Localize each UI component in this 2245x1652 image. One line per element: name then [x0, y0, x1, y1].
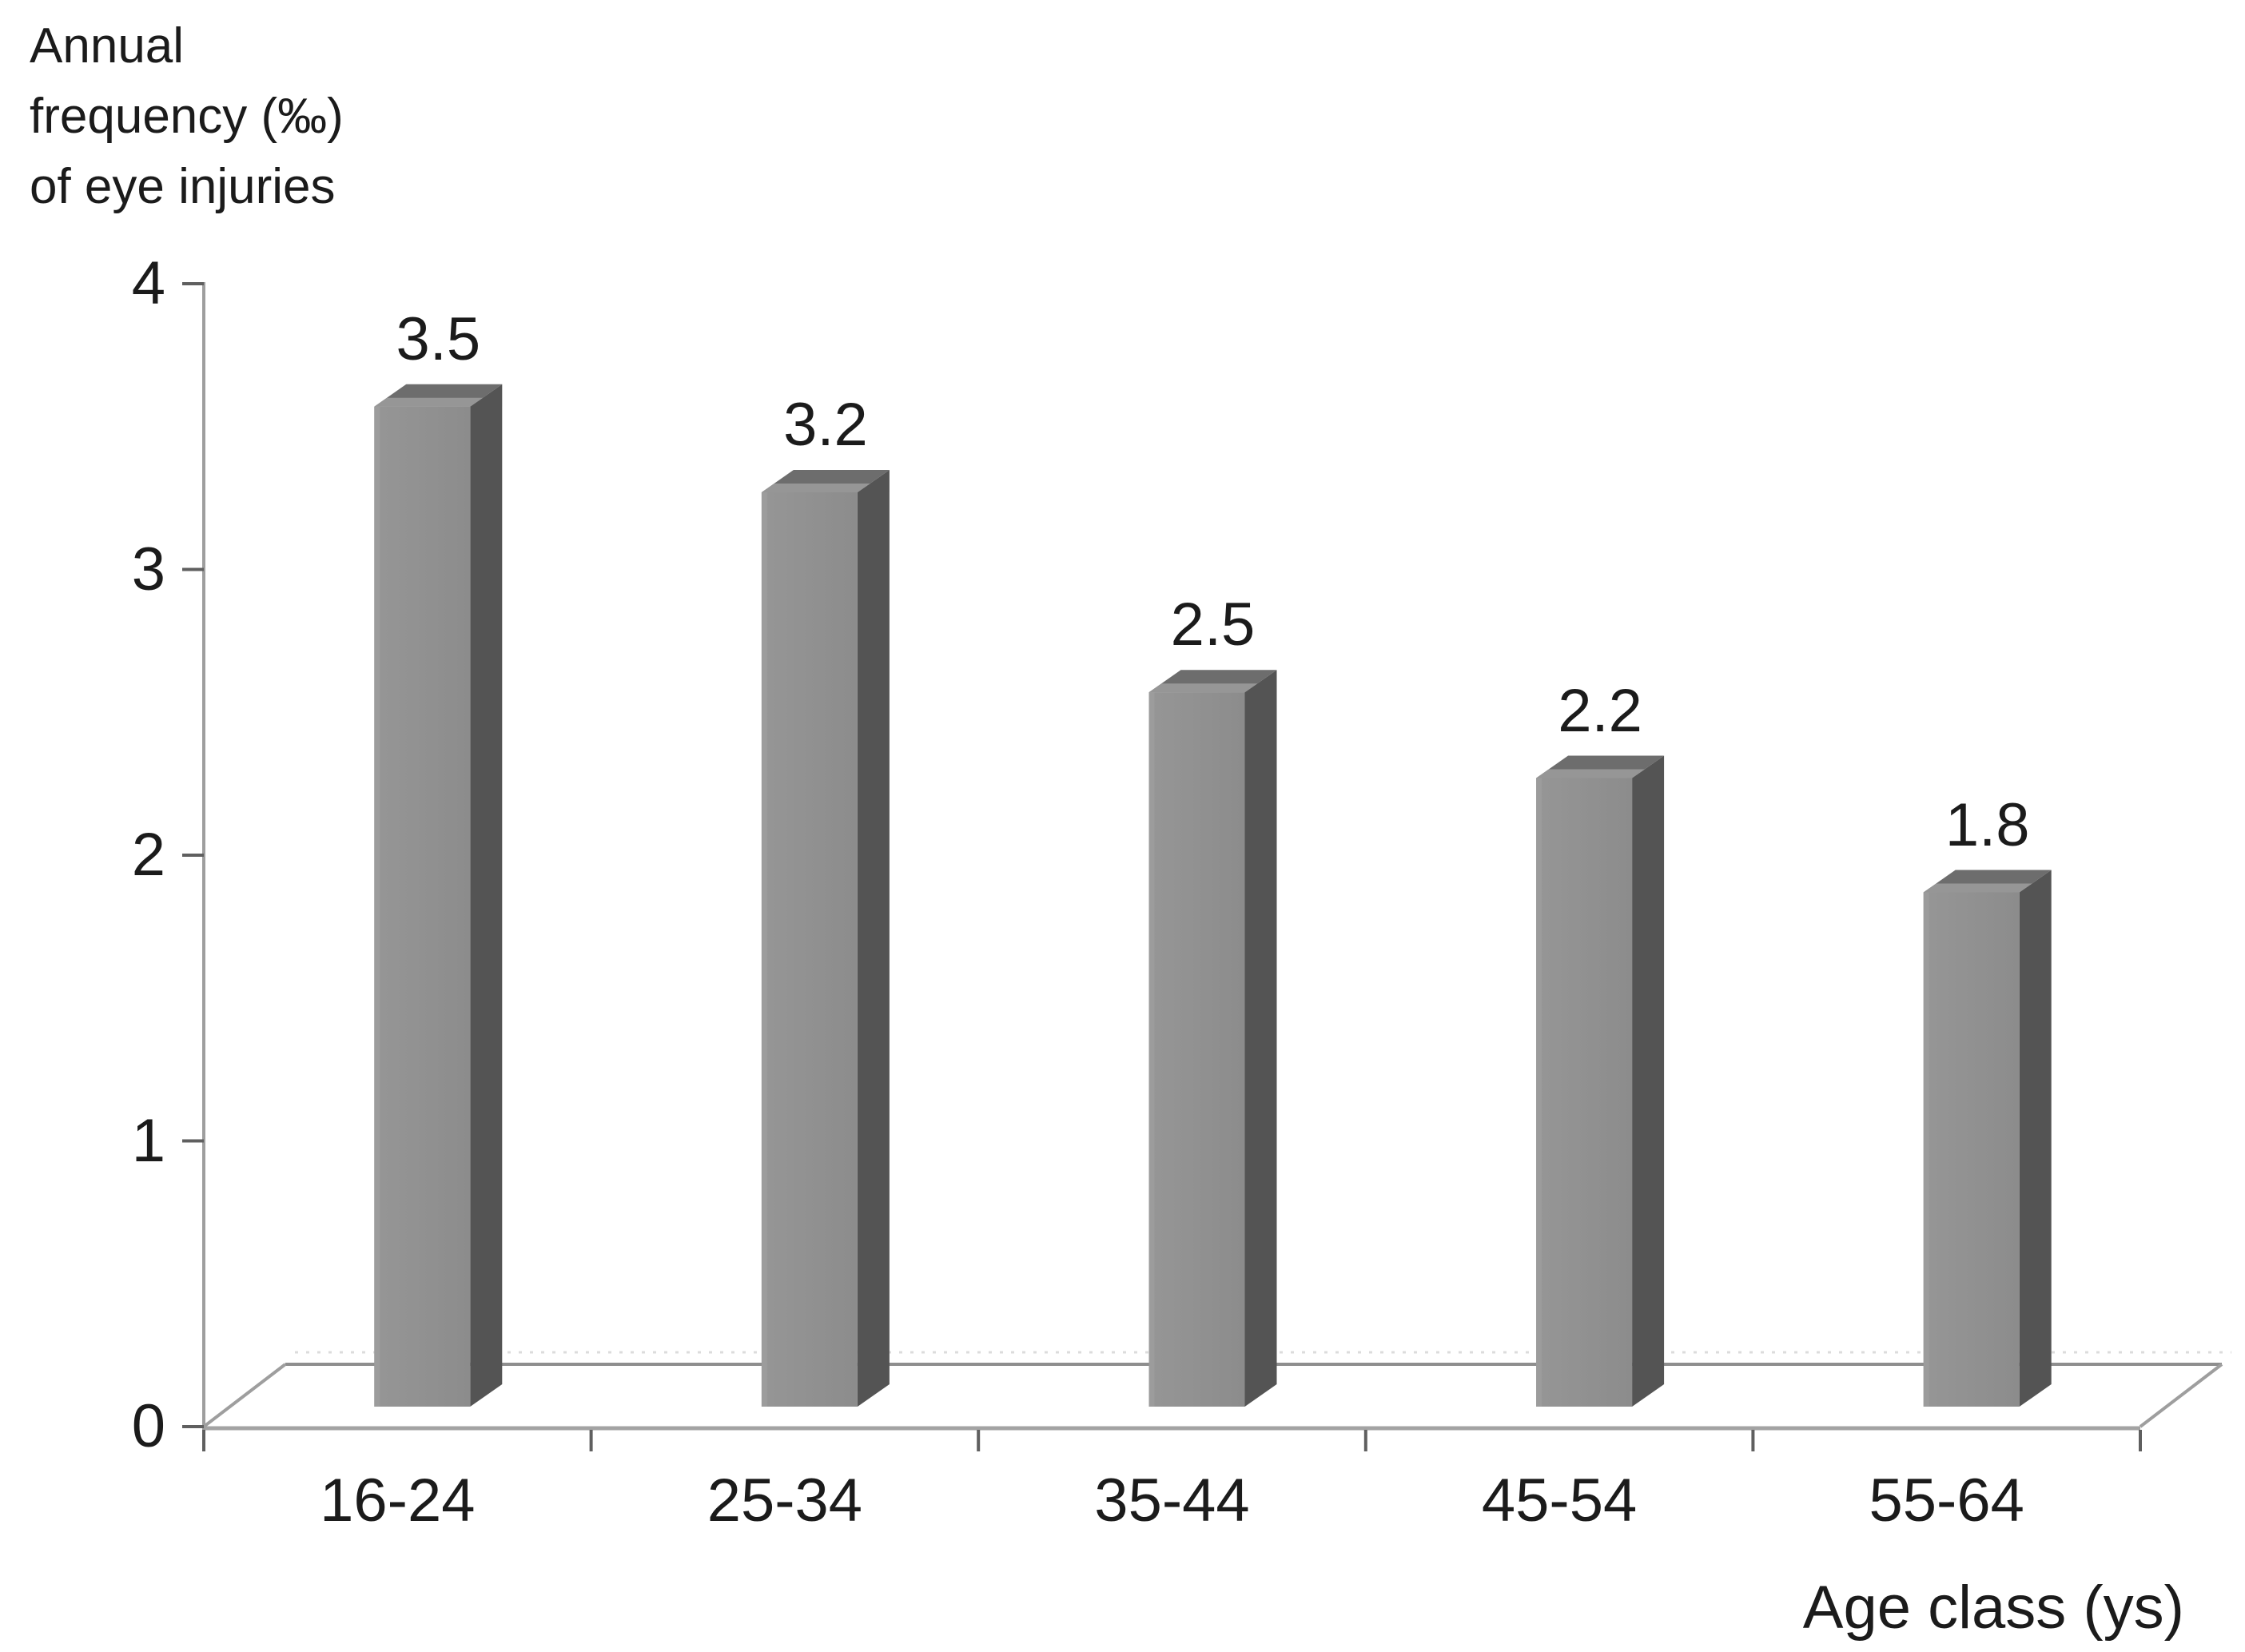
x-category-label-45-54: 45-54: [1481, 1467, 1638, 1535]
value-label-55-64: 1.8: [1944, 790, 2030, 859]
x-axis: [202, 1426, 2142, 1451]
value-label-45-54: 2.2: [1558, 676, 1642, 745]
y-axis-title: Annual frequency (‰) of eye injuries: [30, 18, 344, 214]
y-tick-label-0: 0: [131, 1392, 165, 1460]
y-axis: [182, 282, 205, 1430]
x-category-label-16-24: 16-24: [320, 1467, 476, 1535]
value-label-25-34: 3.2: [783, 391, 868, 459]
y-tick-label-4: 4: [131, 249, 165, 317]
value-label-35-44: 2.5: [1170, 591, 1256, 659]
x-category-label-25-34: 25-34: [707, 1467, 863, 1535]
bar-45-54: [1536, 755, 1665, 1407]
bar-35-44: [1148, 670, 1277, 1407]
bar-55-64: [1923, 870, 2052, 1407]
value-label-16-24: 3.5: [396, 305, 481, 373]
y-tick-label-1: 1: [131, 1106, 165, 1175]
bar-25-34: [761, 470, 890, 1407]
x-category-label-35-44: 35-44: [1094, 1467, 1250, 1535]
bar-16-24: [374, 384, 503, 1407]
x-category-label-55-64: 55-64: [1869, 1467, 2024, 1535]
y-tick-label-2: 2: [131, 821, 165, 889]
x-axis-title: Age class (ys): [1802, 1574, 2184, 1642]
y-tick-label-3: 3: [131, 535, 165, 603]
